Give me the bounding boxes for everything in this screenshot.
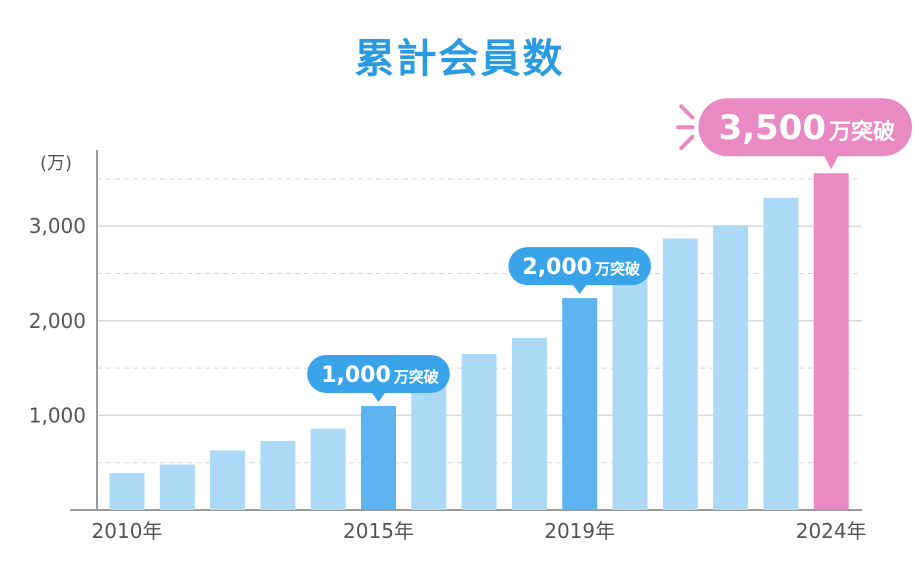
bar-2023 [763,197,799,510]
callout-2015: 1,000 万突破 [307,354,450,402]
callout-suffix: 万突破 [393,368,439,386]
callout-2024: 3,500 万突破 [676,98,912,170]
callout-pointer [823,154,840,170]
callout-label: 3,500 万突破 [718,108,895,148]
callout-suffix: 万突破 [594,260,640,278]
bar-2024 [813,173,849,510]
y-tick-label: 3,000 [29,214,86,238]
callout-bubble [508,247,652,286]
callout-2019: 2,000 万突破 [508,247,652,295]
y-unit-label: (万) [40,153,72,174]
bar-2015 [361,405,396,510]
callout-number: 3,500 [718,108,826,148]
bar-2022 [713,225,749,510]
x-tick-label: 2010年 [92,519,163,543]
callout-label: 1,000 万突破 [321,363,439,388]
x-tick-label: 2019年 [544,519,615,543]
x-tick-label: 2015年 [343,519,414,543]
y-tick-label: 1,000 [29,403,86,427]
emphasis-mark [679,134,695,151]
callout-bubble [307,354,450,393]
bar-2012 [210,450,246,510]
callout-label: 2,000 万突破 [522,255,640,280]
bar-2016 [411,379,447,510]
callout-number: 2,000 [522,255,592,280]
callout-number: 1,000 [321,363,391,388]
bar-2017 [461,353,497,510]
x-tick-label: 2024年 [796,519,867,543]
callout-pointer [370,390,387,402]
bar-2019 [562,298,598,510]
bar-2010 [109,473,145,510]
callout-suffix: 万突破 [828,119,895,145]
bar-2013 [260,440,296,510]
bar-2018 [511,337,547,510]
bar-2021 [662,238,698,511]
bar-2014 [310,428,346,510]
y-tick-label: 2,000 [29,309,86,333]
chart-title: 累計会員数 [354,36,565,82]
emphasis-mark [679,104,695,120]
bar-2020 [612,259,648,510]
callout-pointer [571,283,588,295]
bar-2011 [159,464,195,510]
callout-bubble [698,98,912,157]
